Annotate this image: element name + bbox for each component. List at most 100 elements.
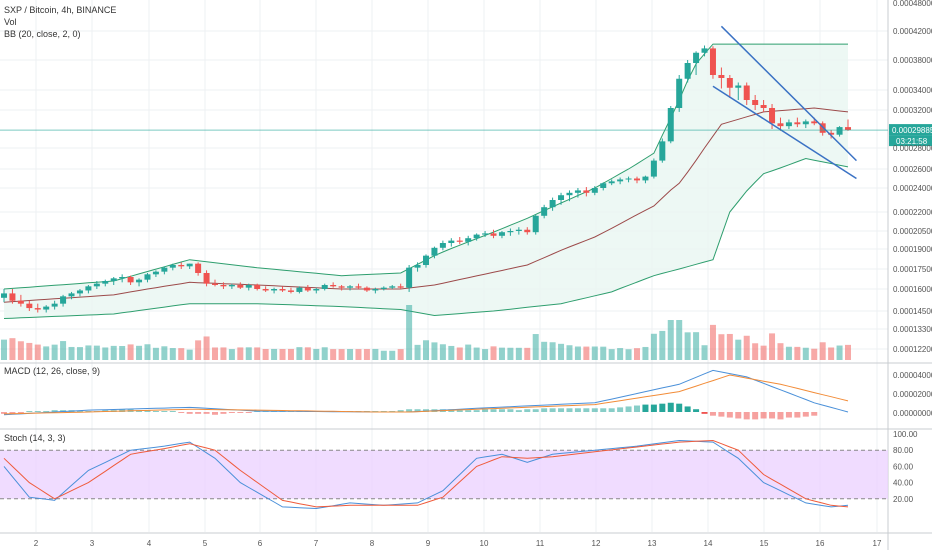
volume-bar: [777, 343, 784, 360]
macd-histogram-bar: [625, 406, 632, 412]
macd-histogram-bar: [76, 411, 83, 412]
volume-bar: [574, 346, 581, 360]
time-tick-label: 2: [34, 539, 39, 548]
volume-bar: [566, 345, 573, 360]
macd-histogram-bar: [676, 403, 683, 412]
volume-bar: [51, 344, 58, 360]
chart-legend: SXP / Bitcoin, 4h, BINANCE Vol BB (20, c…: [4, 4, 116, 40]
candle-body: [811, 121, 818, 124]
candle-body: [676, 78, 683, 108]
volume-bar: [600, 346, 607, 360]
price-axis: 0.00048000 0.00042000 0.00038000 0.00034000…: [893, 0, 932, 354]
volume-bar: [423, 340, 429, 360]
macd-histogram-bar: [794, 412, 801, 418]
countdown-box: [889, 135, 932, 147]
volume-label[interactable]: Vol: [4, 17, 17, 27]
candle-body: [34, 308, 41, 310]
volume-bar: [498, 347, 505, 360]
candle-body: [828, 132, 835, 135]
volume-bar: [456, 347, 463, 360]
candle-body: [845, 127, 851, 130]
candle-body: [406, 267, 413, 288]
macd-histogram-bar: [785, 412, 792, 418]
volume-bar: [490, 346, 497, 360]
stoch-label[interactable]: Stoch (14, 3, 3): [4, 433, 66, 443]
candle-body: [634, 178, 640, 181]
candle-body: [684, 63, 691, 79]
volume-bar: [296, 347, 303, 360]
volume-bars: [1, 305, 851, 360]
bb-label[interactable]: BB (20, close, 2, 0): [4, 29, 81, 39]
volume-bar: [828, 347, 835, 360]
candle-body: [431, 247, 438, 256]
macd-histogram-bar: [769, 412, 776, 419]
macd-legend: MACD (12, 26, close, 9): [4, 365, 100, 377]
candle-body: [532, 215, 539, 233]
volume-bar: [760, 345, 767, 360]
macd-histogram-bar: [667, 402, 674, 412]
time-tick-label: 11: [536, 539, 545, 548]
volume-bar: [152, 347, 159, 360]
candle-body: [330, 285, 337, 287]
candle-body: [186, 263, 193, 267]
stoch-tick-label: 40.00: [893, 479, 914, 488]
macd-tick-label: 0.00002000: [893, 390, 932, 399]
volume-bar: [203, 336, 210, 360]
volume-bar: [634, 348, 640, 360]
candle-body: [17, 300, 24, 304]
symbol-title[interactable]: SXP / Bitcoin, 4h, BINANCE: [4, 5, 117, 15]
price-tick-label: 0.00019000: [893, 245, 932, 254]
candle-body: [718, 75, 725, 78]
volume-bar: [794, 346, 801, 360]
volume-bar: [819, 342, 826, 360]
volume-bar: [119, 346, 126, 360]
candle-body: [566, 192, 573, 196]
macd-histogram-bar: [811, 412, 818, 416]
macd-histogram-bar: [752, 412, 759, 420]
candle-body: [735, 85, 742, 88]
macd-histogram-bar: [760, 412, 767, 419]
macd-label[interactable]: MACD (12, 26, close, 9): [4, 366, 101, 376]
price-tick-label: 0.00016000: [893, 285, 932, 294]
candle-body: [769, 108, 776, 124]
macd-signal-line: [3, 374, 849, 415]
candle-body: [178, 265, 185, 267]
volume-bar: [482, 349, 489, 360]
macd-histogram-bar: [212, 412, 218, 415]
last-price-label: 0.00029885: [892, 126, 932, 135]
macd-histogram-bar: [642, 404, 649, 412]
macd-histogram-bar: [237, 412, 244, 413]
bollinger-fill: [4, 44, 848, 319]
macd-histogram-bar: [169, 411, 176, 412]
stoch-tick-label: 60.00: [893, 462, 914, 471]
candle-body: [583, 190, 590, 193]
macd-histogram-bar: [549, 408, 556, 412]
candle-body: [600, 183, 607, 188]
volume-bar: [127, 344, 134, 360]
macd-histogram-bar: [524, 409, 531, 412]
candle-body: [709, 48, 716, 75]
candle-body: [195, 263, 202, 273]
candle-body: [51, 303, 58, 307]
time-tick-label: 15: [760, 539, 769, 548]
volume-bar: [245, 347, 252, 360]
candle-body: [271, 289, 278, 291]
candle-body: [68, 293, 75, 297]
macd-histogram-bar: [558, 408, 565, 412]
price-tick-label: 0.00032000: [893, 106, 932, 115]
volume-bar: [802, 347, 809, 360]
candle-body: [372, 289, 379, 291]
volume-bar: [406, 305, 413, 360]
candle-body: [76, 290, 83, 294]
macd-histogram-bar: [718, 412, 725, 417]
macd-histogram-bar: [583, 408, 590, 412]
volume-bar: [439, 344, 446, 360]
candle-body: [338, 286, 345, 288]
countdown-label: 03:21:58: [896, 137, 928, 146]
candle-body: [262, 289, 269, 291]
candle-body: [245, 285, 252, 288]
candle-body: [667, 108, 674, 142]
volume-bar: [617, 348, 624, 360]
macd-histogram-bar: [600, 408, 607, 412]
